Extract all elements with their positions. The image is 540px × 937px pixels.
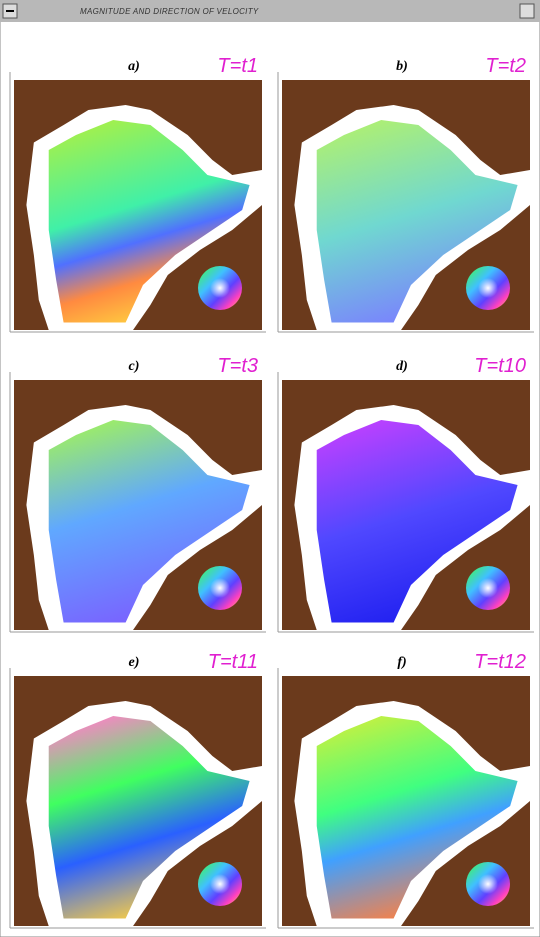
panel-label: a) — [128, 59, 140, 74]
close-button[interactable] — [520, 4, 534, 18]
panel-label: d) — [396, 359, 408, 374]
panel-label: c) — [129, 359, 140, 374]
panel-time: T=t3 — [217, 355, 258, 377]
panel-time: T=t11 — [208, 651, 258, 673]
panel-label: e) — [129, 655, 140, 670]
panel-label: f) — [397, 655, 406, 670]
window: MAGNITUDE AND DIRECTION OF VELOCITY a) T=… — [0, 0, 540, 937]
panel-label: b) — [396, 59, 408, 74]
panel-time: T=t10 — [474, 355, 526, 377]
color-wheel-center — [210, 278, 230, 298]
color-wheel-center — [478, 578, 498, 598]
window-title: MAGNITUDE AND DIRECTION OF VELOCITY — [80, 7, 259, 16]
color-wheel-center — [210, 874, 230, 894]
color-wheel-center — [210, 578, 230, 598]
color-wheel-center — [478, 874, 498, 894]
panel-time: T=t12 — [474, 651, 526, 673]
color-wheel-center — [478, 278, 498, 298]
panel-time: T=t1 — [217, 55, 258, 77]
panel-time: T=t2 — [485, 55, 526, 77]
